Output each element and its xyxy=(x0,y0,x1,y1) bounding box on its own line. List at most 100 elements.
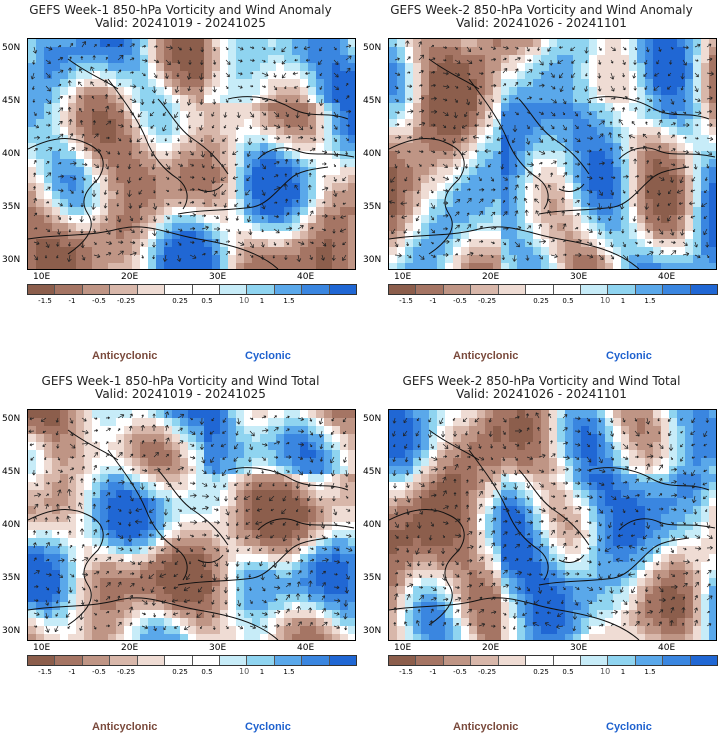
wind-vector xyxy=(562,542,567,549)
wind-vector xyxy=(165,467,171,471)
wind-vector xyxy=(562,253,567,257)
wind-vector xyxy=(283,183,288,191)
wind-vector xyxy=(319,443,324,450)
wind-vector xyxy=(177,241,182,246)
wind-vector xyxy=(309,137,317,142)
wind-vector xyxy=(633,521,636,526)
wind-vector xyxy=(418,70,424,74)
wind-vector xyxy=(201,202,206,205)
wind-vector xyxy=(598,508,604,514)
wind-vector xyxy=(189,163,194,167)
wind-vector xyxy=(345,495,349,499)
wind-vector xyxy=(57,95,63,100)
wind-vector xyxy=(670,46,674,50)
wind-vector xyxy=(694,607,698,614)
wind-vector xyxy=(562,467,569,472)
wind-vector xyxy=(284,254,288,260)
wind-vector xyxy=(574,199,580,204)
wind-vector xyxy=(345,508,351,512)
wind-vector xyxy=(690,469,696,477)
wind-vector xyxy=(670,240,676,245)
wind-vector xyxy=(694,43,701,48)
wind-vector xyxy=(333,521,338,527)
wind-vector xyxy=(186,72,192,80)
colorbar-segment xyxy=(82,285,111,294)
wind-vector xyxy=(394,123,400,127)
wind-vector xyxy=(562,111,566,116)
colorbar-tick-label: -0.25 xyxy=(116,668,136,676)
colorbar-tick-label: 0.25 xyxy=(172,297,188,305)
wind-vector xyxy=(490,83,497,88)
wind-vector xyxy=(305,71,311,76)
wind-vector xyxy=(572,612,578,620)
wind-vector xyxy=(394,85,399,90)
wind-vector xyxy=(607,534,612,539)
wind-vector xyxy=(706,43,712,48)
colorbar-segment xyxy=(608,285,636,294)
wind-vector xyxy=(249,612,254,616)
wind-vector xyxy=(574,429,581,434)
wind-vector xyxy=(442,490,447,497)
wind-vector xyxy=(345,82,349,87)
colorbar-tick-label: 1.5 xyxy=(283,668,295,676)
map-panel-week1-anomaly: GEFS Week-1 850-hPa Vorticity and Wind A… xyxy=(0,0,361,371)
wind-vector xyxy=(514,163,518,168)
wind-vector xyxy=(658,597,666,603)
wind-vector xyxy=(103,189,108,195)
wind-vector xyxy=(45,72,51,78)
wind-vector xyxy=(33,612,40,616)
wind-vector xyxy=(117,250,124,256)
wind-vector xyxy=(514,184,519,191)
wind-vector xyxy=(342,254,347,261)
wind-vector xyxy=(105,441,109,445)
wind-vector xyxy=(281,72,287,79)
wind-vector xyxy=(44,517,48,523)
wind-vector xyxy=(116,176,119,181)
wind-vector xyxy=(403,430,408,437)
wind-vector xyxy=(28,429,35,434)
wind-vector xyxy=(309,469,312,475)
latitude-label: 50N xyxy=(2,414,21,424)
wind-vector xyxy=(162,111,167,116)
wind-vector xyxy=(285,622,291,627)
wind-vector xyxy=(442,521,449,525)
wind-vector xyxy=(80,228,84,234)
wind-vector xyxy=(645,463,651,471)
wind-vector xyxy=(138,189,143,195)
wind-vector xyxy=(117,508,122,512)
wind-vector xyxy=(597,215,601,221)
wind-vector xyxy=(498,150,504,155)
wind-vector xyxy=(689,201,696,206)
wind-vector xyxy=(272,547,275,552)
wind-vector xyxy=(211,599,215,605)
wind-vector xyxy=(502,417,507,423)
wind-vector xyxy=(526,171,532,178)
wind-vector xyxy=(454,518,461,523)
colorbar xyxy=(388,655,718,666)
wind-vector xyxy=(213,226,221,231)
wind-vector xyxy=(128,521,132,527)
wind-vector xyxy=(221,469,227,477)
wind-vector xyxy=(538,83,545,88)
wind-vector xyxy=(706,123,713,127)
wind-vector xyxy=(151,599,156,606)
wind-vector xyxy=(550,150,556,154)
wind-vector xyxy=(272,482,275,487)
wind-vector xyxy=(139,163,143,167)
wind-vector xyxy=(284,482,288,487)
wind-vector xyxy=(442,188,449,193)
wind-vector xyxy=(225,625,229,630)
wind-vector xyxy=(235,430,239,436)
coastline xyxy=(518,98,590,175)
wind-vector xyxy=(93,612,97,616)
wind-vector xyxy=(247,560,251,566)
colorbar-segment xyxy=(219,285,248,294)
wind-vector xyxy=(454,560,459,565)
wind-vector xyxy=(177,466,184,471)
wind-vector xyxy=(330,443,335,448)
wind-vector xyxy=(237,253,242,256)
wind-vector xyxy=(514,225,522,231)
wind-vector xyxy=(306,495,311,502)
wind-vector xyxy=(630,558,636,562)
wind-vector xyxy=(344,625,348,631)
